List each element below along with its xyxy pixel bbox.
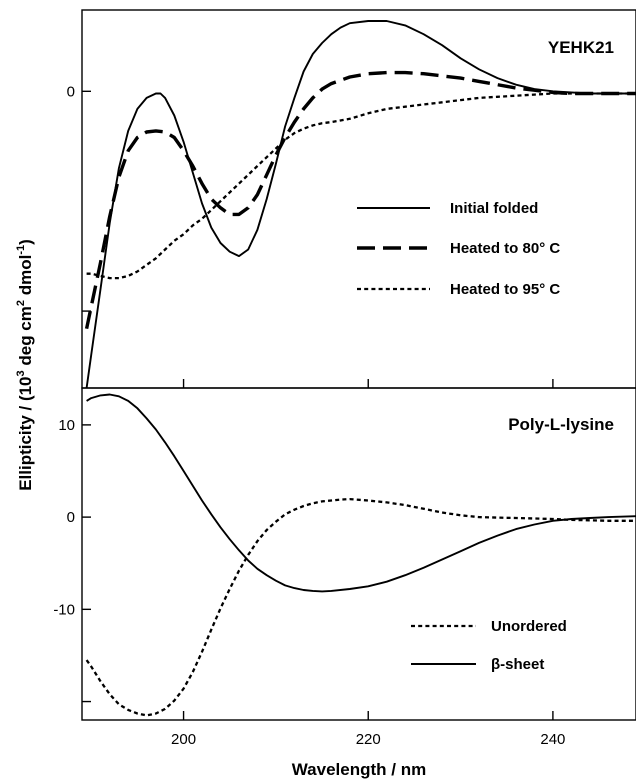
y-axis-title-superscript: -1 bbox=[15, 245, 27, 255]
series-line-unordered bbox=[85, 497, 636, 717]
y-axis-title-part: Ellipticity / (10 bbox=[16, 376, 35, 490]
y-axis-title: Ellipticity / (103 deg cm2 dmol-1) bbox=[15, 239, 35, 491]
bottom-panel-plot: 200 220 240 10 0 -10 Unordered β-sheet bbox=[53, 393, 636, 748]
x-tick-label: 200 bbox=[171, 731, 196, 748]
legend-label: Unordered bbox=[491, 618, 567, 635]
legend-label: Heated to 80° C bbox=[450, 240, 560, 257]
series-line-initial-folded bbox=[85, 20, 636, 388]
y-tick-label: 10 bbox=[58, 417, 75, 434]
legend-label: Heated to 95° C bbox=[450, 281, 560, 298]
y-axis-title-superscript: 3 bbox=[15, 370, 27, 376]
y-axis-title-superscript: 2 bbox=[15, 300, 27, 306]
top-panel-plot: 0 Initial folded Heated to 80° C Heated to … bbox=[67, 20, 636, 388]
panel-title-yehk21: YEHK21 bbox=[548, 38, 614, 57]
x-tick-label: 220 bbox=[356, 731, 381, 748]
y-axis-title-part: deg cm bbox=[16, 306, 35, 370]
series-line-heated-to-95-c bbox=[86, 92, 636, 280]
y-axis-title-part: dmol bbox=[16, 255, 35, 300]
y-tick-label: -10 bbox=[53, 601, 75, 618]
series-line-heated-to-80-c bbox=[84, 70, 636, 330]
y-tick-label: 0 bbox=[67, 509, 75, 526]
legend-label: Initial folded bbox=[450, 200, 538, 217]
series-line-sheet bbox=[86, 393, 636, 593]
panel-title-poly-l-lysine: Poly-L-lysine bbox=[508, 415, 614, 434]
x-tick-label: 240 bbox=[540, 731, 565, 748]
y-tick-label: 0 bbox=[67, 83, 75, 100]
y-axis-title-part: ) bbox=[16, 239, 35, 245]
x-axis-title: Wavelength / nm bbox=[292, 760, 426, 779]
bottom-panel-frame bbox=[81, 387, 636, 721]
top-panel-frame bbox=[81, 9, 636, 389]
legend-label: β-sheet bbox=[491, 656, 544, 673]
